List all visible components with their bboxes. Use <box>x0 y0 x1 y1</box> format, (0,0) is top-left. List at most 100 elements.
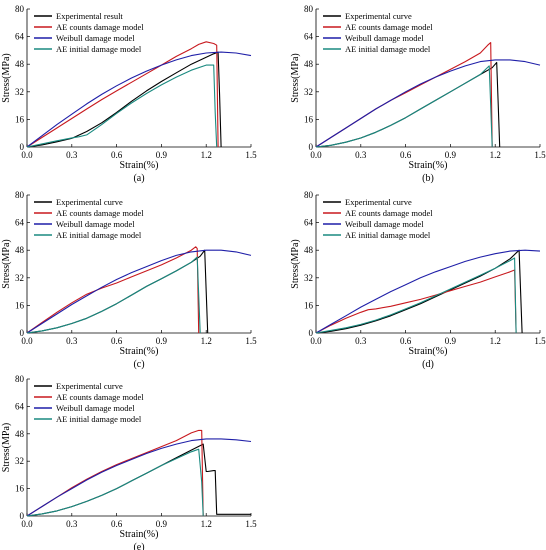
chart-panel: 0.0 0.3 0.6 0.9 1.2 1.5 0 16 32 48 64 80 Strain(%) St… <box>1 190 257 370</box>
legend-entry: Experimental curve <box>56 197 123 207</box>
legend-entry: AE initial damage model <box>56 44 142 54</box>
y-tick-label: 32 <box>15 273 24 283</box>
x-tick-label: 1.5 <box>534 336 546 346</box>
y-tick-label: 16 <box>15 300 25 310</box>
series-line-ae_initial <box>26 448 204 517</box>
legend-entry: Weibull damage model <box>345 33 424 43</box>
y-tick-label: 0 <box>20 142 25 152</box>
y-tick-label: 80 <box>304 190 314 200</box>
x-tick-label: 1.2 <box>201 150 212 160</box>
series-line-experimental <box>26 443 251 517</box>
series-line-ae_counts <box>26 246 200 334</box>
panel-label: (d) <box>422 359 434 370</box>
legend-entry: Experimental result <box>56 11 123 21</box>
x-tick-label: 1.2 <box>490 150 501 160</box>
x-tick-label: 1.5 <box>534 150 546 160</box>
series-line-ae_counts <box>315 42 493 148</box>
legend-entry: Experimental curve <box>56 381 123 391</box>
y-tick-label: 16 <box>15 114 25 124</box>
x-tick-label: 0.9 <box>445 336 457 346</box>
x-tick-label: 0.0 <box>21 150 33 160</box>
legend-entry: AE initial damage model <box>345 44 431 54</box>
y-tick-label: 48 <box>15 245 25 255</box>
series-line-ae_initial <box>26 64 218 148</box>
y-tick-label: 32 <box>304 87 313 97</box>
series-line-experimental <box>26 249 209 334</box>
series-line-ae_counts <box>26 429 204 517</box>
y-tick-label: 0 <box>20 328 25 338</box>
x-tick-label: 1.5 <box>245 150 257 160</box>
legend-entry: AE counts damage model <box>56 208 144 218</box>
series-line-weibull <box>26 249 252 334</box>
x-axis-label: Strain(%) <box>409 346 448 357</box>
y-tick-label: 16 <box>15 484 25 494</box>
legend-entry: Weibull damage model <box>345 219 424 229</box>
legend-entry: AE counts damage model <box>345 208 433 218</box>
y-tick-label: 64 <box>15 401 25 411</box>
series-line-ae_initial <box>315 257 517 334</box>
series-line-experimental <box>26 51 222 148</box>
legend-entry: AE initial damage model <box>345 230 431 240</box>
y-axis-label: Stress(MPa) <box>1 239 12 288</box>
y-tick-label: 64 <box>15 32 25 42</box>
x-tick-label: 0.3 <box>66 336 78 346</box>
series-line-weibull <box>315 59 541 148</box>
x-tick-label: 0.9 <box>156 150 168 160</box>
x-axis-label: Strain(%) <box>120 346 159 357</box>
x-tick-label: 0.9 <box>445 150 457 160</box>
series-line-ae_initial <box>26 256 201 334</box>
panel-label: (b) <box>422 173 434 184</box>
x-tick-label: 0.0 <box>310 336 322 346</box>
y-tick-label: 80 <box>304 4 314 14</box>
x-tick-label: 0.6 <box>111 150 123 160</box>
series-line-weibull <box>26 51 252 148</box>
y-tick-label: 32 <box>15 456 24 466</box>
series-line-ae_initial <box>315 65 493 148</box>
y-tick-label: 0 <box>309 142 314 152</box>
y-tick-label: 80 <box>15 374 25 384</box>
legend-entry: Weibull damage model <box>56 33 135 43</box>
x-tick-label: 0.3 <box>66 519 78 529</box>
y-tick-label: 0 <box>20 511 25 521</box>
x-tick-label: 0.3 <box>355 150 367 160</box>
x-tick-label: 1.5 <box>245 519 257 529</box>
x-axis-label: Strain(%) <box>120 160 159 171</box>
legend-entry: AE counts damage model <box>56 22 144 32</box>
panel-label: (c) <box>133 359 144 370</box>
x-axis-label: Strain(%) <box>409 160 448 171</box>
x-tick-label: 1.5 <box>245 336 257 346</box>
x-tick-label: 1.2 <box>201 336 212 346</box>
x-axis-label: Strain(%) <box>120 529 159 540</box>
series-line-ae_counts <box>315 269 517 334</box>
x-tick-label: 0.6 <box>111 336 123 346</box>
x-tick-label: 0.0 <box>21 336 33 346</box>
y-tick-label: 48 <box>304 245 314 255</box>
legend-entry: AE initial damage model <box>56 414 142 424</box>
legend-entry: AE counts damage model <box>56 392 144 402</box>
chart-panel: 0.0 0.3 0.6 0.9 1.2 1.5 0 16 32 48 64 80 Strain(%) St… <box>290 4 546 184</box>
x-tick-label: 0.3 <box>66 150 78 160</box>
panel-label: (a) <box>133 173 144 184</box>
y-tick-label: 80 <box>15 4 25 14</box>
legend-entry: Experimental curve <box>345 11 412 21</box>
series-line-weibull <box>26 438 252 517</box>
y-tick-label: 80 <box>15 190 25 200</box>
x-tick-label: 1.2 <box>201 519 212 529</box>
y-tick-label: 48 <box>304 59 314 69</box>
series-line-experimental <box>315 249 523 334</box>
x-tick-label: 0.9 <box>156 336 168 346</box>
chart-panel: 0.0 0.3 0.6 0.9 1.2 1.5 0 16 32 48 64 80 Strain(%) St… <box>290 190 546 370</box>
y-axis-label: Stress(MPa) <box>1 423 12 472</box>
y-axis-label: Stress(MPa) <box>290 239 301 288</box>
legend-entry: Experimental curve <box>345 197 412 207</box>
chart-panel: 0.0 0.3 0.6 0.9 1.2 1.5 0 16 32 48 64 80 Strain(%) St… <box>1 374 257 550</box>
y-tick-label: 16 <box>304 114 314 124</box>
x-tick-label: 0.0 <box>21 519 33 529</box>
series-line-ae_counts <box>26 41 219 148</box>
legend-entry: Weibull damage model <box>56 219 135 229</box>
y-tick-label: 64 <box>304 32 314 42</box>
y-tick-label: 48 <box>15 429 25 439</box>
y-tick-label: 16 <box>304 300 314 310</box>
y-tick-label: 48 <box>15 59 25 69</box>
